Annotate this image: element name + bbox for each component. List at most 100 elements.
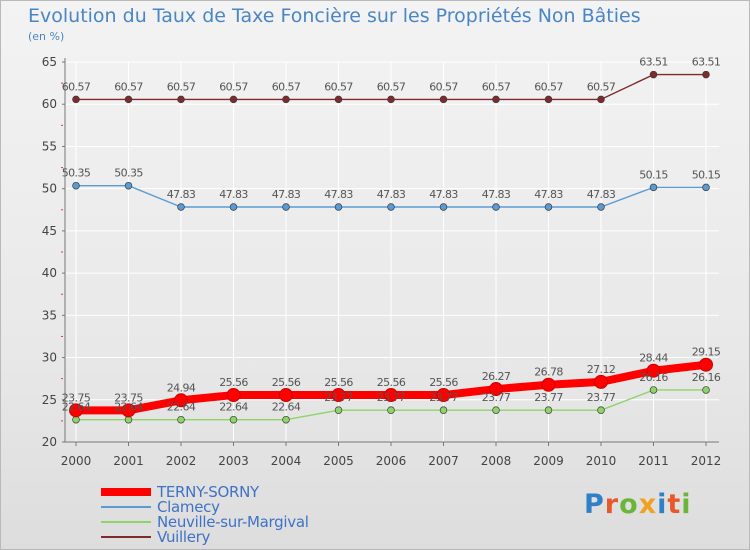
data-label-vuillery: 63.51	[692, 56, 721, 69]
data-label-clamecy: 47.83	[324, 188, 353, 201]
x-tick-label: 2003	[218, 454, 249, 468]
data-label-vuillery: 60.57	[587, 80, 616, 93]
data-label-neuville-sur-margival: 22.64	[114, 401, 143, 414]
data-label-clamecy: 47.83	[429, 188, 458, 201]
data-point-terny-sorny	[541, 377, 556, 392]
data-label-neuville-sur-margival: 23.77	[587, 391, 616, 404]
legend-swatch-terny-sorny	[101, 488, 151, 496]
data-label-clamecy: 47.83	[272, 188, 301, 201]
data-label-terny-sorny: 26.27	[482, 370, 511, 383]
legend-label-terny-sorny: TERNY-SORNY	[157, 483, 259, 501]
data-point-clamecy	[702, 183, 710, 192]
data-point-terny-sorny	[121, 403, 136, 418]
data-label-neuville-sur-margival: 22.64	[219, 401, 248, 414]
x-tick-label: 2001	[113, 454, 144, 468]
legend-swatch-neuville-sur-margival	[101, 521, 151, 523]
data-point-clamecy	[649, 183, 658, 192]
data-point-terny-sorny	[699, 357, 713, 372]
x-tick-label: 2009	[533, 454, 564, 468]
x-tick-label: 2011	[638, 454, 669, 468]
data-point-neuville-sur-margival	[229, 415, 238, 424]
y-tick-label: 20	[42, 435, 57, 449]
data-point-clamecy	[597, 203, 605, 211]
data-label-neuville-sur-margival: 22.64	[167, 401, 196, 414]
y-tick-label: 25	[42, 393, 57, 407]
data-point-terny-sorny	[226, 388, 241, 403]
data-label-clamecy: 47.83	[534, 188, 563, 201]
data-point-vuillery	[702, 70, 710, 79]
data-label-terny-sorny: 26.78	[534, 366, 563, 379]
data-label-vuillery: 60.57	[62, 80, 91, 93]
data-point-terny-sorny	[384, 388, 398, 403]
data-label-terny-sorny: 23.75	[62, 391, 91, 404]
data-point-clamecy	[334, 203, 343, 211]
data-point-neuville-sur-margival	[492, 406, 500, 414]
data-label-terny-sorny: 29.15	[692, 346, 721, 359]
logo-letter: r	[604, 489, 620, 520]
data-label-terny-sorny: 25.56	[219, 376, 248, 389]
data-label-clamecy: 50.35	[114, 167, 143, 180]
data-label-neuville-sur-margival: 26.16	[692, 371, 721, 384]
data-label-terny-sorny: 25.56	[429, 376, 458, 389]
data-label-neuville-sur-margival: 23.77	[482, 391, 511, 404]
data-point-clamecy	[492, 203, 500, 211]
data-label-clamecy: 50.15	[639, 168, 668, 181]
data-label-vuillery: 60.57	[219, 80, 248, 93]
data-point-neuville-sur-margival	[439, 406, 448, 414]
data-label-clamecy: 47.83	[167, 188, 196, 201]
y-tick-label: 65	[42, 55, 57, 69]
data-point-vuillery	[649, 70, 658, 79]
legend-label-vuillery: Vuillery	[157, 528, 211, 546]
legend-label-clamecy: Clamecy	[157, 498, 220, 516]
data-point-terny-sorny	[646, 363, 661, 378]
data-label-neuville-sur-margival: 22.64	[62, 401, 91, 414]
data-point-terny-sorny	[279, 388, 293, 403]
gridlines	[65, 61, 719, 443]
x-tick-label: 2005	[323, 454, 354, 468]
data-point-vuillery	[124, 95, 133, 104]
y-axis-unit: (en %)	[28, 30, 65, 43]
data-label-neuville-sur-margival: 23.77	[324, 391, 353, 404]
data-label-vuillery: 60.57	[114, 80, 143, 93]
data-label-vuillery: 60.57	[429, 80, 458, 93]
data-point-vuillery	[492, 95, 500, 104]
data-point-clamecy	[387, 203, 395, 211]
data-point-clamecy	[439, 203, 448, 211]
data-point-vuillery	[439, 95, 448, 104]
x-tick-label: 2004	[271, 454, 302, 468]
data-label-clamecy: 47.83	[219, 188, 248, 201]
series-points	[69, 70, 713, 424]
x-tick-label: 2008	[481, 454, 512, 468]
data-point-terny-sorny	[331, 388, 346, 403]
x-tick-label: 2012	[691, 454, 722, 468]
data-label-neuville-sur-margival: 22.64	[272, 401, 301, 414]
data-point-vuillery	[544, 95, 553, 104]
data-point-clamecy	[282, 203, 290, 211]
logo-letter: i	[681, 489, 692, 520]
data-point-vuillery	[282, 95, 290, 104]
data-label-neuville-sur-margival: 23.77	[534, 391, 563, 404]
data-point-neuville-sur-margival	[334, 406, 343, 414]
data-label-vuillery: 60.57	[482, 80, 511, 93]
data-point-neuville-sur-margival	[544, 406, 553, 414]
y-tick-label: 30	[42, 351, 57, 365]
data-label-neuville-sur-margival: 26.16	[639, 371, 668, 384]
data-label-terny-sorny: 25.56	[377, 376, 406, 389]
data-label-terny-sorny: 28.44	[639, 352, 668, 365]
y-tick-label: 45	[42, 224, 57, 238]
proxiti-logo: Proxiti	[584, 489, 692, 520]
logo-letter: P	[584, 489, 605, 520]
data-point-vuillery	[229, 95, 238, 104]
chart-title: Evolution du Taux de Taxe Foncière sur l…	[28, 5, 641, 27]
data-labels: 23.75 23.75 24.94 25.56 25.56 25.56 25.56 25.56…	[62, 56, 722, 414]
data-point-terny-sorny	[174, 393, 188, 408]
data-label-terny-sorny: 24.94	[167, 381, 196, 394]
data-label-clamecy: 47.83	[587, 188, 616, 201]
data-label-vuillery: 60.57	[324, 80, 353, 93]
legend-swatch-vuillery	[101, 536, 151, 538]
data-label-neuville-sur-margival: 23.77	[429, 391, 458, 404]
x-tick-label: 2006	[376, 454, 407, 468]
x-tick-label: 2010	[586, 454, 617, 468]
data-point-neuville-sur-margival	[177, 415, 185, 424]
